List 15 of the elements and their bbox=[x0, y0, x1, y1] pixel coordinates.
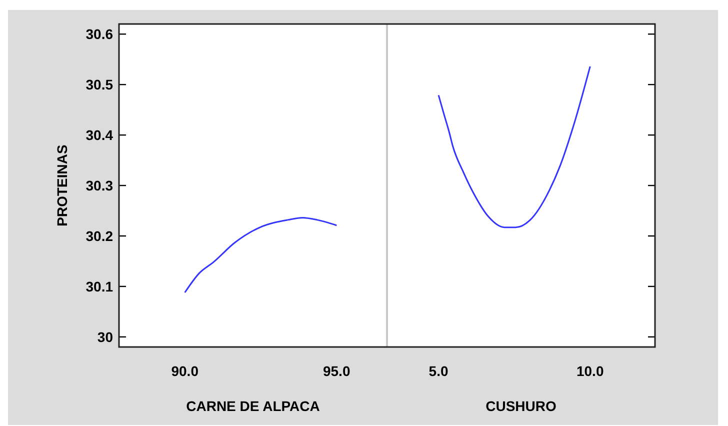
y-tick-label: 30.5 bbox=[86, 76, 114, 92]
x-tick-label: 95.0 bbox=[322, 363, 350, 379]
line-series bbox=[184, 217, 338, 294]
y-tick-label: 30 bbox=[97, 328, 114, 345]
y-tick-label: 30.3 bbox=[86, 177, 114, 194]
x-tick-label: 90.0 bbox=[171, 363, 199, 379]
x-tick-label: 10.0 bbox=[576, 363, 604, 379]
y-tick-label: 30.2 bbox=[86, 228, 114, 244]
y-tick-label: 30.6 bbox=[86, 26, 114, 42]
y-tick-label: 30.1 bbox=[86, 278, 114, 294]
x-axis-title: CUSHURO bbox=[486, 398, 556, 414]
y-tick-label: 30.4 bbox=[86, 126, 114, 143]
x-tick-label: 5.0 bbox=[428, 363, 448, 379]
x-axis-title: CARNE DE ALPACA bbox=[186, 398, 320, 414]
y-axis-title: PROTEINAS bbox=[54, 144, 70, 226]
